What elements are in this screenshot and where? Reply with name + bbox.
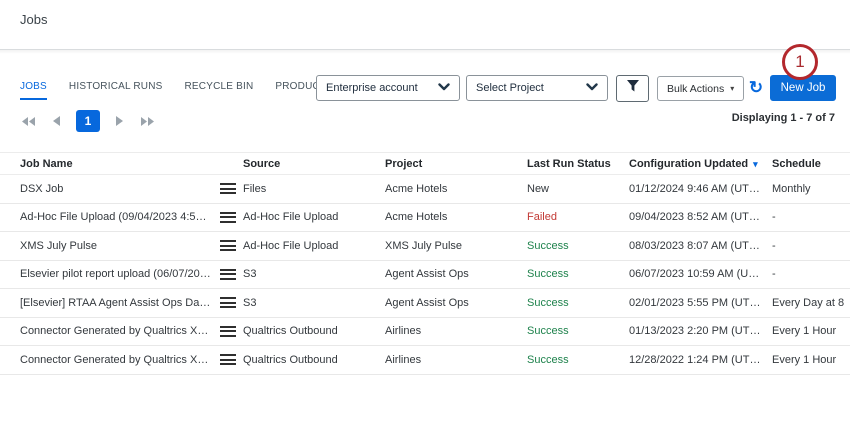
cell-job-name: DSX Job [20,182,64,195]
cell-configuration-updated: 12/28/2022 1:24 PM (UTC-0... [629,353,772,366]
cell-job-name: Ad-Hoc File Upload (09/04/2023 4:51 PM .… [20,211,220,224]
cell-job-name: Elsevier pilot report upload (06/07/2023… [20,268,220,281]
cell-project: Agent Assist Ops [385,296,469,309]
cell-last-run-status: Success [527,268,569,281]
cell-schedule: Monthly [772,182,811,195]
pagination: 1 [20,110,156,132]
header-schedule[interactable]: Schedule [772,157,821,170]
cell-configuration-updated: 01/12/2024 9:46 AM (UTC-0... [629,182,772,195]
cell-job-name: XMS July Pulse [20,239,98,252]
table-row[interactable]: [Elsevier] RTAA Agent Assist Ops Dashbo.… [0,289,850,318]
filter-button[interactable] [616,75,649,102]
cell-job-name: Connector Generated by Qualtrics XM Dis.… [20,325,220,338]
chevron-down-icon [586,82,598,94]
cell-last-run-status: New [527,182,550,195]
cell-configuration-updated: 09/04/2023 8:52 AM (UTC-0... [629,211,772,224]
cell-source: S3 [243,296,257,309]
cell-schedule: - [772,268,776,281]
page-title: Jobs [20,12,48,27]
row-menu-icon[interactable] [220,323,236,339]
tab-jobs[interactable]: JOBS [20,81,47,100]
cell-last-run-status: Success [527,296,569,309]
cell-project: Airlines [385,353,422,366]
cell-source: Qualtrics Outbound [243,353,338,366]
header-source[interactable]: Source [243,157,281,170]
new-job-label: New Job [780,82,826,94]
cell-job-name: [Elsevier] RTAA Agent Assist Ops Dashbo.… [20,296,220,309]
project-dropdown-value: Select Project [476,82,544,94]
bulk-actions-button[interactable]: Bulk Actions ▾ [657,76,745,101]
account-dropdown-value: Enterprise account [326,82,418,94]
current-page-button[interactable]: 1 [76,110,100,132]
sort-desc-icon: ▾ [753,158,758,169]
cell-configuration-updated: 06/07/2023 10:59 AM (UTC-... [629,268,772,281]
new-job-button[interactable]: New Job [770,75,836,101]
row-menu-icon[interactable] [220,266,236,282]
tab-recycle-bin[interactable]: RECYCLE BIN [184,81,254,92]
table-body: DSX Job Files Acme Hotels New 01/12/2024… [0,175,850,375]
cell-project: Acme Hotels [385,211,448,224]
header-configuration-updated[interactable]: Configuration Updated ▾ [629,157,758,170]
refresh-icon: ↻ [748,78,764,97]
account-dropdown[interactable]: Enterprise account [316,75,460,101]
cell-source: S3 [243,268,257,281]
caret-down-icon: ▾ [730,83,735,93]
jobs-table: Job Name Source Project Last Run Status … [0,152,850,375]
cell-schedule: - [772,211,776,224]
cell-project: XMS July Pulse [385,239,463,252]
chevron-down-icon [438,82,450,94]
header-project[interactable]: Project [385,157,423,170]
project-dropdown[interactable]: Select Project [466,75,608,101]
header-last-run-status[interactable]: Last Run Status [527,157,611,170]
cell-schedule: Every 1 Hour [772,353,837,366]
cell-last-run-status: Failed [527,211,557,224]
first-page-button[interactable] [20,115,37,128]
cell-configuration-updated: 08/03/2023 8:07 AM (UTC-0... [629,239,772,252]
table-row[interactable]: Elsevier pilot report upload (06/07/2023… [0,261,850,289]
cell-project: Acme Hotels [385,182,448,195]
cell-last-run-status: Success [527,239,569,252]
annotation-badge-number: 1 [795,52,805,71]
funnel-icon [626,79,640,98]
cell-source: Qualtrics Outbound [243,325,338,338]
prev-page-button[interactable] [51,114,62,128]
row-menu-icon[interactable] [220,209,236,225]
cell-schedule: - [772,239,776,252]
tab-historical-runs[interactable]: HISTORICAL RUNS [68,81,163,92]
row-menu-icon[interactable] [220,295,236,311]
row-menu-icon[interactable] [220,181,236,197]
cell-job-name: Connector Generated by Qualtrics XM Dis.… [20,353,220,366]
cell-last-run-status: Success [527,325,569,338]
cell-project: Airlines [385,325,422,338]
cell-source: Ad-Hoc File Upload [243,211,339,224]
table-row[interactable]: Connector Generated by Qualtrics XM Dis.… [0,346,850,375]
table-row[interactable]: Ad-Hoc File Upload (09/04/2023 4:51 PM .… [0,204,850,232]
cell-source: Files [243,182,267,195]
cell-last-run-status: Success [527,353,569,366]
table-row[interactable]: XMS July Pulse Ad-Hoc File Upload XMS Ju… [0,232,850,261]
cell-schedule: Every Day at 8 [772,296,845,309]
cell-configuration-updated: 01/13/2023 2:20 PM (UTC-0... [629,325,772,338]
results-summary: Displaying 1 - 7 of 7 [731,112,835,124]
next-page-button[interactable] [114,114,125,128]
row-menu-icon[interactable] [220,352,236,368]
cell-configuration-updated: 02/01/2023 5:55 PM (UTC-0... [629,296,772,309]
last-page-button[interactable] [139,115,156,128]
header-job-name[interactable]: Job Name [20,157,73,170]
cell-source: Ad-Hoc File Upload [243,239,339,252]
cell-project: Agent Assist Ops [385,268,469,281]
annotation-badge-1: 1 [782,44,818,80]
bulk-actions-label: Bulk Actions [667,82,725,95]
table-header-row: Job Name Source Project Last Run Status … [0,152,850,175]
cell-schedule: Every 1 Hour [772,325,837,338]
row-menu-icon[interactable] [220,238,236,254]
table-row[interactable]: Connector Generated by Qualtrics XM Dis.… [0,318,850,346]
table-row[interactable]: DSX Job Files Acme Hotels New 01/12/2024… [0,175,850,204]
header-divider [0,49,850,54]
refresh-button[interactable]: ↻ [745,77,767,99]
